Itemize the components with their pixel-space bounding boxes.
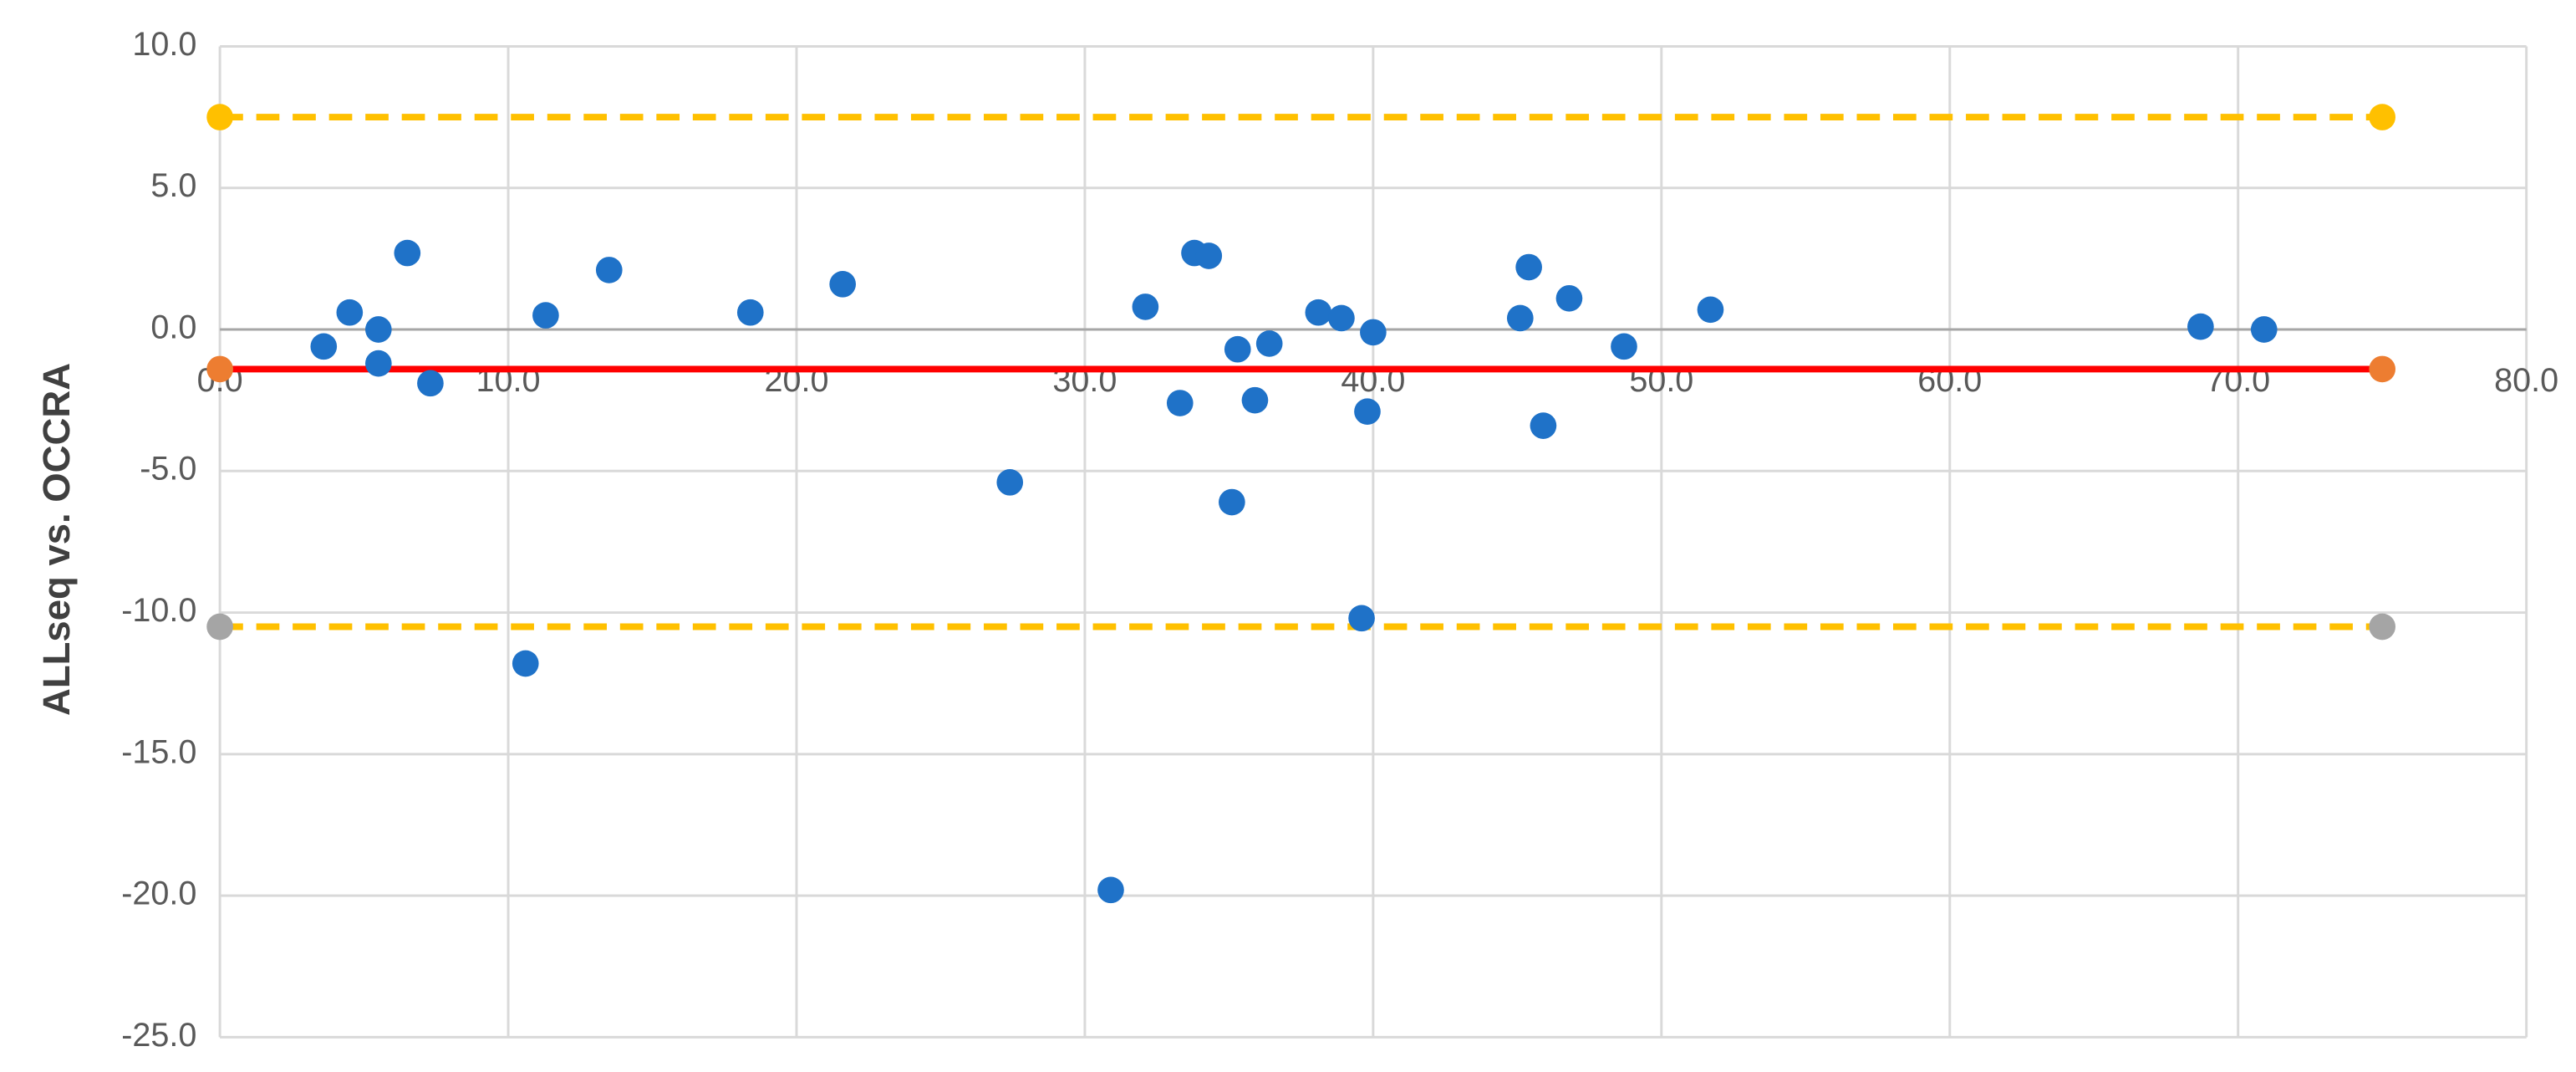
data-point: [1555, 284, 1583, 312]
y-tick-label: -10.0: [121, 592, 196, 629]
x-tick-label: 80.0: [2494, 362, 2558, 399]
data-point: [310, 333, 338, 360]
data-point: [417, 370, 444, 397]
reference-marker: [206, 104, 233, 130]
data-point: [1506, 304, 1534, 332]
data-point: [1241, 386, 1269, 414]
data-point: [736, 299, 764, 326]
reference-marker: [2369, 104, 2396, 130]
y-axis-label: ALLseq vs. OCCRA: [35, 363, 78, 716]
data-point: [532, 302, 559, 329]
data-point: [1195, 242, 1223, 269]
y-tick-label: -25.0: [121, 1017, 196, 1054]
y-tick-label: 0.0: [150, 309, 196, 345]
data-point: [1132, 294, 1159, 320]
reference-marker: [206, 355, 233, 383]
data-point: [1348, 605, 1375, 632]
data-point: [364, 316, 392, 343]
data-point: [1360, 319, 1387, 346]
data-point: [1697, 296, 1724, 324]
data-point: [364, 350, 392, 377]
y-tick-label: -15.0: [121, 733, 196, 770]
data-point: [2187, 313, 2214, 340]
reference-marker: [2369, 355, 2396, 383]
data-point: [829, 271, 857, 298]
data-point: [1097, 876, 1124, 904]
data-point: [996, 469, 1024, 496]
data-point: [1224, 335, 1251, 363]
data-point: [1255, 330, 1283, 357]
data-point: [512, 650, 539, 677]
y-tick-label: -20.0: [121, 875, 196, 912]
data-point: [1530, 412, 1557, 439]
data-point: [394, 239, 421, 267]
y-tick-label: 10.0: [132, 26, 196, 63]
data-point: [336, 299, 364, 326]
data-point: [2250, 316, 2278, 343]
reference-marker: [206, 613, 233, 641]
data-point: [595, 257, 623, 283]
y-tick-label: -5.0: [140, 451, 196, 488]
data-point: [1611, 333, 1637, 360]
y-tick-label: 5.0: [150, 167, 196, 204]
data-point: [1515, 253, 1542, 281]
data-point: [1354, 398, 1381, 426]
data-point: [1328, 304, 1355, 332]
data-point: [1219, 488, 1245, 516]
data-point: [1305, 299, 1332, 326]
data-point: [1166, 390, 1194, 416]
reference-marker: [2369, 613, 2396, 641]
